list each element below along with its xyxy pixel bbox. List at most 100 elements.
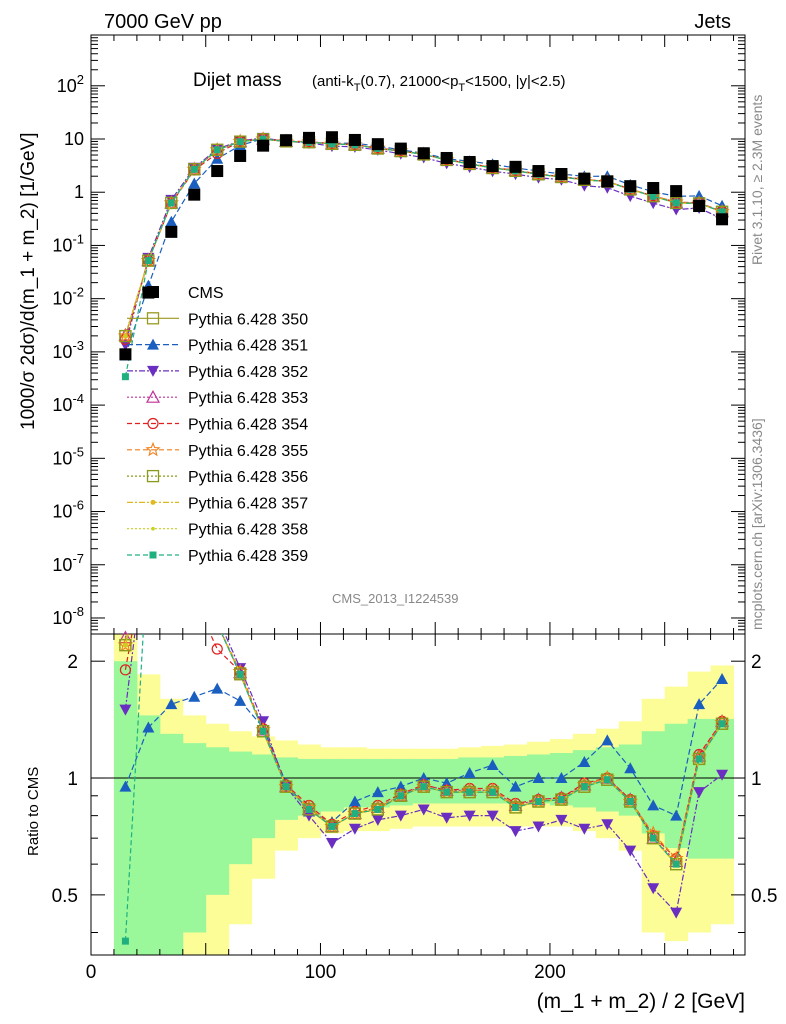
point-ratio	[305, 805, 313, 813]
point-ratio	[532, 772, 545, 784]
point-ratio	[486, 759, 499, 771]
point-ratio	[626, 798, 634, 806]
series-line-ratio	[124, 678, 723, 823]
plot-title: Dijet mass	[193, 70, 282, 91]
band-green-bin	[159, 733, 184, 955]
legend-marker	[147, 338, 159, 350]
point-ratio	[328, 823, 336, 831]
point-ratio	[716, 672, 729, 684]
point-top	[417, 147, 430, 160]
x-axis-label: (m_1 + m_2) / 2 [GeV]	[537, 990, 745, 1013]
point-ratio	[532, 821, 545, 833]
point-ratio	[463, 767, 476, 779]
x-tick-label: 0	[86, 962, 97, 983]
legend-marker	[150, 499, 156, 505]
band-green-bin	[343, 758, 367, 808]
point-ratio	[303, 810, 315, 822]
legend-marker	[151, 526, 155, 531]
point-ratio	[234, 694, 247, 706]
point-ratio	[463, 810, 476, 822]
point-ratio	[279, 780, 293, 793]
point-top	[234, 149, 247, 162]
legend-label: Pythia 6.428 356	[188, 469, 308, 486]
point-top	[647, 182, 660, 195]
legend-item: Pythia 6.428 350	[127, 311, 308, 328]
legend-marker	[145, 441, 161, 457]
series-line-top	[124, 138, 723, 340]
band-green-bin	[710, 718, 735, 859]
legend-item: Pythia 6.428 354	[127, 417, 308, 434]
point-ratio	[121, 937, 129, 945]
y-tick-label-top: 10-6	[52, 498, 84, 522]
legend-marker	[146, 312, 160, 325]
point-ratio	[256, 725, 270, 738]
point-ratio	[142, 721, 155, 733]
point-top	[211, 143, 224, 157]
legend-item: Pythia 6.428 356	[127, 469, 308, 486]
point-ratio	[670, 857, 683, 871]
point-top	[142, 254, 155, 267]
point-top	[371, 138, 384, 151]
point-ratio	[348, 807, 362, 820]
legend-label: Pythia 6.428 358	[188, 522, 308, 539]
y-tick-label-bottom-right: 2	[751, 652, 762, 673]
point-ratio	[601, 773, 614, 786]
point-ratio	[716, 769, 729, 781]
point-ratio	[282, 783, 290, 791]
point-top	[509, 160, 522, 173]
point-ratio	[417, 780, 430, 793]
band-green-bin	[136, 715, 161, 955]
point-top	[303, 131, 315, 144]
point-ratio	[509, 801, 522, 814]
point-top	[119, 329, 132, 343]
point-top	[119, 339, 132, 351]
point-ratio	[578, 755, 591, 767]
band-green-bin	[664, 723, 689, 849]
tick-labels: 0 100 200 10-8 10-7 10-6 10-5 10-4 10-3 10-2 10-1 1…	[52, 72, 778, 983]
point-ratio	[693, 787, 706, 799]
point-ratio	[509, 826, 522, 838]
point-ratio	[348, 795, 361, 807]
y-tick-label-bottom-right: 0.5	[751, 886, 777, 907]
point-top	[280, 134, 293, 147]
legend-label: Pythia 6.428 352	[188, 364, 308, 381]
point-ratio	[440, 777, 453, 789]
point-ratio	[394, 789, 407, 802]
point-ratio	[119, 664, 132, 676]
y-axis-label-top: 1000/σ 2dσ)/d(m_1 + m_2) [1/GeV]	[18, 132, 39, 430]
point-ratio	[670, 907, 683, 919]
point-top	[693, 200, 706, 213]
legend-label: CMS	[188, 285, 224, 302]
top-frame	[90, 34, 746, 635]
point-top	[188, 163, 201, 176]
band-green-bin	[320, 758, 344, 812]
legend-label: Pythia 6.428 350	[188, 311, 308, 328]
point-top	[165, 225, 178, 238]
legend-item: CMS	[147, 285, 224, 302]
point-top	[718, 208, 726, 216]
point-ratio	[580, 783, 588, 791]
point-ratio	[692, 752, 706, 766]
legend-item: Pythia 6.428 351	[127, 338, 308, 355]
legend-item: Pythia 6.428 355	[127, 441, 308, 460]
point-top	[121, 373, 129, 381]
point-ratio	[119, 704, 132, 716]
point-top	[578, 172, 591, 185]
point-ratio	[117, 637, 134, 652]
point-ratio	[647, 799, 660, 811]
point-ratio	[718, 720, 726, 728]
point-ratio	[165, 698, 178, 710]
point-ratio	[647, 832, 660, 845]
legend-marker	[147, 286, 159, 298]
y-tick-label-top: 10-1	[52, 231, 84, 255]
legend-label: Pythia 6.428 359	[188, 548, 308, 565]
point-top	[624, 180, 637, 193]
point-ratio	[188, 690, 201, 702]
legend-label: Pythia 6.428 357	[188, 495, 308, 512]
point-top	[555, 167, 568, 180]
point-ratio	[259, 727, 267, 735]
legend-label: Pythia 6.428 355	[188, 443, 308, 460]
legend-item: Pythia 6.428 352	[127, 364, 308, 381]
header-right: Jets	[694, 11, 731, 33]
point-ratio	[257, 716, 270, 728]
